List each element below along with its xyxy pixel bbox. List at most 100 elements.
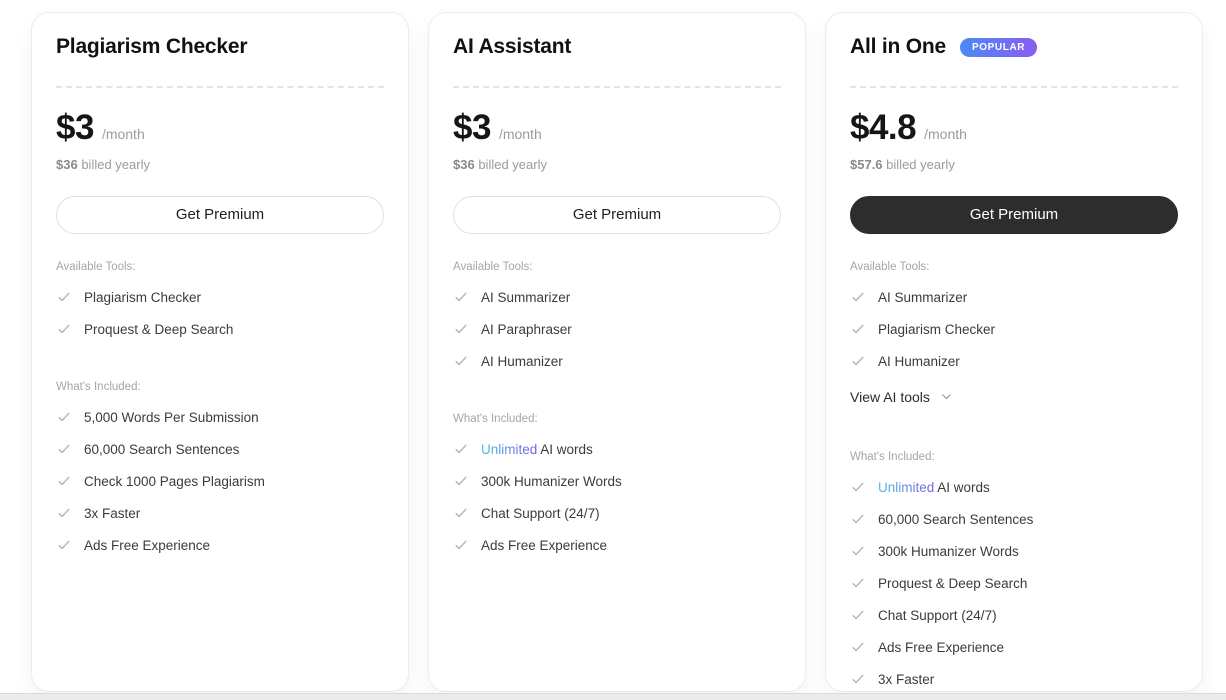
card-title: All in One: [850, 35, 947, 58]
check-icon: [851, 608, 865, 622]
check-icon: [454, 354, 468, 368]
check-icon: [454, 442, 468, 456]
included-item-label: 300k Humanizer Words: [481, 473, 622, 489]
highlight-text: Unlimited: [878, 479, 935, 495]
included-item-label: Check 1000 Pages Plagiarism: [84, 473, 265, 489]
check-icon: [851, 544, 865, 558]
check-icon: [454, 322, 468, 336]
pricing-cards-row: Plagiarism Checker $3 /month $36 billed …: [31, 12, 1203, 692]
view-ai-tools-label: View AI tools: [850, 388, 930, 405]
whats-included-label: What's Included:: [453, 412, 538, 425]
tool-item: Plagiarism Checker: [56, 290, 384, 305]
tool-item-label: AI Humanizer: [878, 353, 960, 369]
included-item: Chat Support (24/7): [850, 608, 1178, 623]
price-period: /month: [924, 126, 967, 142]
included-item: Proquest & Deep Search: [850, 576, 1178, 591]
available-tools-label: Available Tools:: [56, 260, 136, 273]
price: $4.8: [850, 108, 917, 147]
dashed-divider: [453, 86, 781, 88]
get-premium-button[interactable]: Get Premium: [850, 195, 1178, 234]
pricing-card-ai-assistant: AI Assistant $3 /month $36 billed yearly…: [428, 12, 806, 692]
included-item: Check 1000 Pages Plagiarism: [56, 474, 384, 489]
tool-item-label: AI Humanizer: [481, 353, 563, 369]
tool-item-label: Plagiarism Checker: [84, 289, 202, 305]
included-item: Chat Support (24/7): [453, 506, 781, 521]
billed-amount: $57.6: [850, 156, 883, 172]
whats-included-label: What's Included:: [850, 450, 935, 463]
price-period: /month: [498, 126, 542, 142]
price: $3: [453, 108, 491, 147]
card-title: Plagiarism Checker: [56, 35, 248, 58]
check-icon: [57, 506, 71, 520]
check-icon: [57, 290, 71, 304]
included-item: Ads Free Experience: [850, 640, 1178, 655]
price-period: /month: [101, 126, 145, 142]
billed-text: billed yearly: [886, 156, 955, 172]
tool-item: AI Paraphraser: [453, 322, 781, 337]
check-icon: [851, 322, 865, 336]
check-icon: [851, 290, 865, 304]
billed-yearly-note: $36 billed yearly: [453, 157, 781, 172]
included-item: 300k Humanizer Words: [453, 474, 781, 489]
highlight-text: Unlimited: [481, 441, 538, 457]
chevron-down-icon: [940, 390, 953, 403]
check-icon: [851, 480, 865, 494]
billed-text: billed yearly: [478, 156, 547, 172]
get-premium-button[interactable]: Get Premium: [56, 195, 384, 234]
billed-text: billed yearly: [81, 156, 150, 172]
tool-item-label: AI Summarizer: [878, 289, 968, 305]
included-item: 5,000 Words Per Submission: [56, 410, 384, 425]
billed-amount: $36: [56, 156, 78, 172]
get-premium-button[interactable]: Get Premium: [453, 195, 781, 234]
included-item-label: Chat Support (24/7): [481, 505, 600, 521]
check-icon: [454, 538, 468, 552]
check-icon: [851, 354, 865, 368]
included-item-label: 5,000 Words Per Submission: [84, 409, 259, 425]
tool-item: AI Humanizer: [850, 354, 1178, 369]
view-ai-tools-link[interactable]: View AI tools: [850, 389, 953, 405]
dashed-divider: [56, 86, 384, 88]
included-item: 3x Faster: [850, 672, 1178, 687]
billed-yearly-note: $36 billed yearly: [56, 157, 384, 172]
tool-item: Proquest & Deep Search: [56, 322, 384, 337]
check-icon: [57, 474, 71, 488]
included-item: Ads Free Experience: [56, 538, 384, 553]
popular-badge: POPULAR: [960, 37, 1038, 57]
check-icon: [57, 410, 71, 424]
check-icon: [57, 538, 71, 552]
included-item: Ads Free Experience: [453, 538, 781, 553]
pricing-card-all-in-one: All in One POPULAR $4.8 /month $57.6 bil…: [825, 12, 1203, 692]
included-item-label: 60,000 Search Sentences: [878, 511, 1034, 527]
check-icon: [851, 672, 865, 686]
included-item: 300k Humanizer Words: [850, 544, 1178, 559]
check-icon: [851, 576, 865, 590]
check-icon: [851, 640, 865, 654]
included-item: 60,000 Search Sentences: [56, 442, 384, 457]
tool-item-label: Plagiarism Checker: [878, 321, 996, 337]
check-icon: [57, 322, 71, 336]
included-item-label: Proquest & Deep Search: [878, 575, 1028, 591]
included-item: 3x Faster: [56, 506, 384, 521]
check-icon: [454, 290, 468, 304]
tool-item-label: Proquest & Deep Search: [84, 321, 234, 337]
tool-item-label: AI Summarizer: [481, 289, 571, 305]
tool-item: AI Summarizer: [453, 290, 781, 305]
check-icon: [454, 474, 468, 488]
whats-included-label: What's Included:: [56, 380, 141, 393]
included-item-label: Ads Free Experience: [878, 639, 1005, 655]
included-item-label: 300k Humanizer Words: [878, 543, 1019, 559]
dashed-divider: [850, 86, 1178, 88]
included-item-label: Ads Free Experience: [481, 537, 608, 553]
included-item: 60,000 Search Sentences: [850, 512, 1178, 527]
pricing-card-plagiarism-checker: Plagiarism Checker $3 /month $36 billed …: [31, 12, 409, 692]
check-icon: [57, 442, 71, 456]
available-tools-label: Available Tools:: [850, 260, 930, 273]
included-item: Unlimited AI words: [850, 480, 1178, 495]
check-icon: [454, 506, 468, 520]
included-item-label: Unlimited AI words: [878, 479, 990, 495]
included-item-label: 3x Faster: [84, 505, 141, 521]
included-item-label: 3x Faster: [878, 671, 935, 687]
price: $3: [56, 108, 94, 147]
billed-yearly-note: $57.6 billed yearly: [850, 157, 1178, 172]
included-item: Unlimited AI words: [453, 442, 781, 457]
